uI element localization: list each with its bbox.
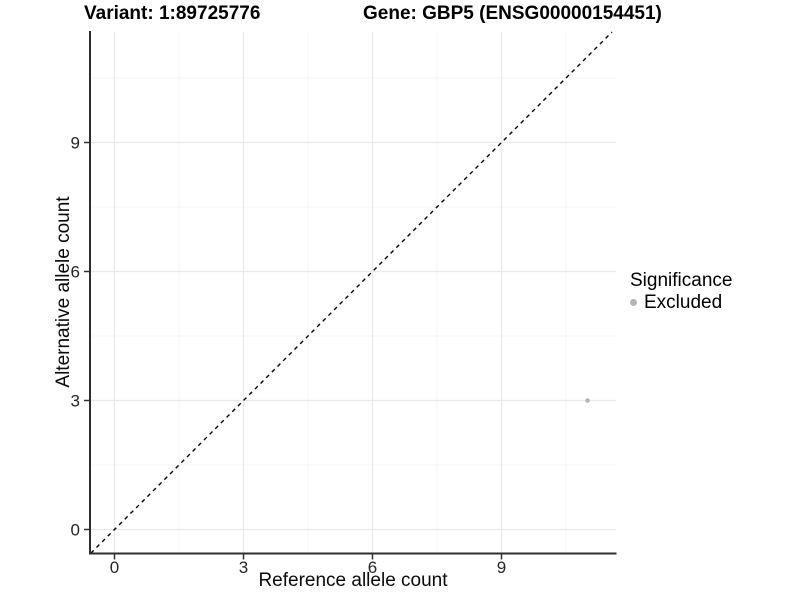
gene-title: Gene: GBP5 (ENSG00000154451) [363,3,662,24]
y-tick-label: 9 [71,134,80,153]
y-tick-label: 6 [71,263,80,282]
y-tick-label: 3 [71,392,80,411]
legend-title: Significance [630,270,733,291]
variant-title: Variant: 1:89725776 [84,3,261,24]
x-tick-label: 6 [368,558,377,577]
legend-item-label: Excluded [644,291,723,313]
y-tick-label: 0 [71,521,80,540]
data-point [585,398,590,403]
identity-dashed-line [90,31,613,554]
x-axis-title: Reference allele count [258,570,448,591]
x-tick-label: 9 [497,558,506,577]
excluded-point-icon [630,299,637,307]
legend: Significance Excluded [630,271,732,313]
legend-item-excluded: Excluded [630,291,732,313]
x-tick-label: 3 [239,558,248,577]
x-tick-label: 0 [110,558,119,577]
